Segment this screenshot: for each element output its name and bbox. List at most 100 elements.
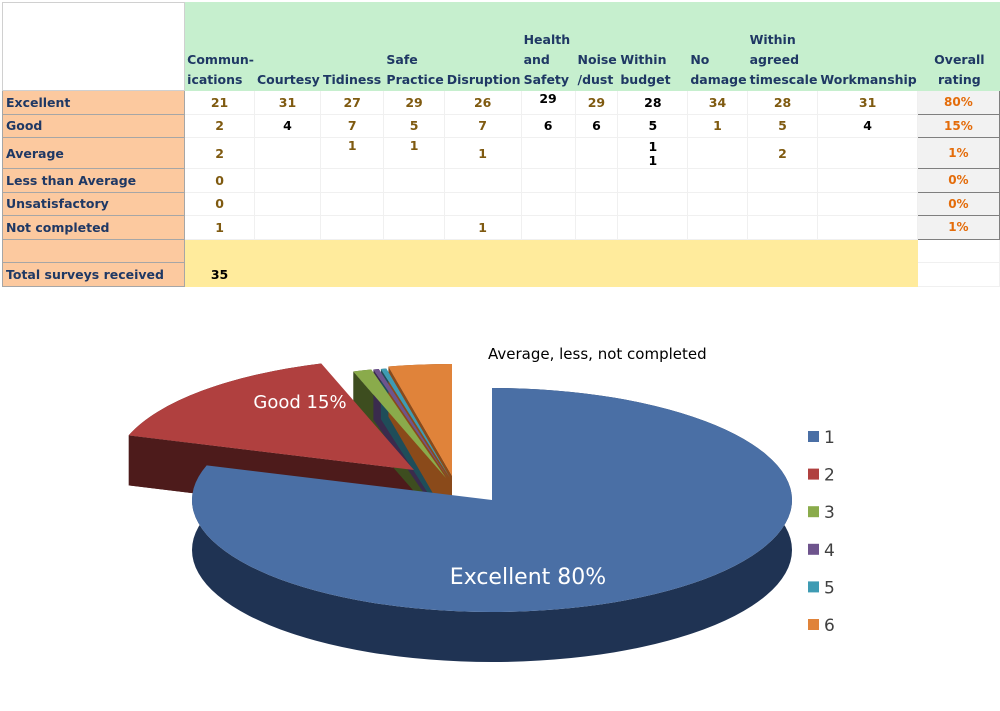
slice-good bbox=[128, 363, 414, 470]
fill-cell bbox=[253, 262, 918, 287]
table-cell: 1 bbox=[383, 137, 445, 169]
table-cell bbox=[617, 168, 689, 193]
legend-label: 4 bbox=[824, 541, 835, 561]
table-cell bbox=[443, 191, 522, 216]
overall-rating-cell: 1% bbox=[916, 137, 1000, 169]
table-cell: 0 bbox=[184, 168, 255, 193]
table-cell: 31 bbox=[253, 90, 321, 115]
table-cell bbox=[443, 168, 522, 193]
table-cell: 29 bbox=[574, 90, 619, 115]
cell-value-extra: 1 bbox=[648, 153, 658, 168]
total-label: Total surveys received bbox=[1, 262, 186, 287]
table-cell bbox=[253, 168, 321, 193]
col-header: Disruption bbox=[443, 2, 522, 91]
table-cell: 5 bbox=[746, 113, 819, 138]
table-cell: 21 bbox=[184, 90, 255, 115]
col-header: Workmanship bbox=[817, 2, 918, 91]
legend-swatch bbox=[808, 431, 819, 442]
table-cell: 29 bbox=[520, 90, 576, 115]
legend-label: 5 bbox=[824, 578, 835, 598]
slice-unsatisfactory bbox=[380, 368, 450, 478]
table-cell: 1 bbox=[687, 113, 748, 138]
table-cell: 4 bbox=[817, 113, 918, 138]
table-cell: 1 bbox=[184, 215, 255, 240]
table-cell: 7 bbox=[319, 113, 385, 138]
slice-average bbox=[353, 369, 446, 478]
table-cell: 26 bbox=[443, 90, 522, 115]
table-body: Excellent 21 31 27 29 26 29 29 28 34 28 31 80% Good 2 4… bbox=[1, 90, 1000, 287]
table-cell: 1 bbox=[443, 215, 522, 240]
table-cell bbox=[687, 168, 748, 193]
col-header: Commun-ications bbox=[184, 2, 255, 91]
table-cell bbox=[817, 137, 918, 169]
table-cell: 31 bbox=[817, 90, 918, 115]
col-header: Within budget bbox=[617, 2, 689, 91]
col-header: Tidiness bbox=[319, 2, 385, 91]
table-cell bbox=[383, 191, 445, 216]
table-row: Unsatisfactory 0 0% bbox=[1, 191, 1000, 216]
table-cell: 2 bbox=[746, 137, 819, 169]
cell-value: 1 bbox=[648, 139, 658, 154]
table-cell bbox=[574, 137, 619, 169]
col-header: Safe Practice bbox=[383, 2, 445, 91]
table-cell bbox=[574, 168, 619, 193]
legend-swatch bbox=[808, 543, 819, 555]
table-cell bbox=[746, 191, 819, 216]
table-cell bbox=[687, 137, 748, 169]
slice-not-completed bbox=[388, 364, 452, 476]
table-cell: 27 bbox=[319, 90, 385, 115]
col-header: No damage bbox=[687, 2, 748, 91]
table-cell bbox=[520, 215, 576, 240]
legend-swatch bbox=[808, 619, 819, 630]
table-cell: 0 bbox=[184, 191, 255, 216]
overall-rating-cell: 0% bbox=[916, 191, 1000, 216]
slice-excellent bbox=[191, 388, 792, 612]
table-cell bbox=[687, 215, 748, 240]
table-cell: 1 bbox=[443, 137, 522, 169]
total-value: 35 bbox=[184, 262, 255, 287]
legend-swatch bbox=[808, 581, 819, 593]
table-cell: 34 bbox=[687, 90, 748, 115]
table-cell bbox=[520, 137, 576, 169]
row-label: Average bbox=[1, 137, 186, 169]
row-label: Unsatisfactory bbox=[1, 191, 186, 216]
col-header: Health and Safety bbox=[520, 2, 576, 91]
table-cell bbox=[574, 215, 619, 240]
table-row: Less than Average 0 0% bbox=[1, 168, 1000, 193]
row-label bbox=[1, 238, 186, 263]
legend-label: 6 bbox=[824, 616, 835, 636]
table-row: Good 2 4 7 5 7 6 6 5 1 5 4 15% bbox=[1, 113, 1000, 138]
table-cell bbox=[817, 168, 918, 193]
legend-label: 2 bbox=[824, 466, 835, 486]
table-cell bbox=[574, 191, 619, 216]
row-label: Good bbox=[1, 113, 186, 138]
header-row: Commun-ications Courtesy Tidiness Safe P… bbox=[1, 2, 1000, 91]
col-header: Courtesy bbox=[253, 2, 321, 91]
table-cell: 6 bbox=[574, 113, 619, 138]
table-cell: 2 bbox=[184, 137, 255, 169]
legend-label: 3 bbox=[824, 503, 835, 523]
table-cell: 7 bbox=[443, 113, 522, 138]
table-cell bbox=[319, 215, 385, 240]
legend-label: 1 bbox=[824, 428, 835, 448]
table-cell bbox=[253, 191, 321, 216]
table-cell bbox=[617, 215, 689, 240]
table-row-blank bbox=[1, 238, 1000, 263]
blank-cell bbox=[916, 262, 1000, 287]
slice-label-good: Good 15% bbox=[253, 392, 346, 413]
table-cell bbox=[319, 191, 385, 216]
total-row: Total surveys received 35 bbox=[1, 262, 1000, 287]
overall-header: Overall rating bbox=[916, 2, 1000, 91]
table-cell bbox=[617, 191, 689, 216]
table-cell bbox=[383, 168, 445, 193]
table-cell bbox=[520, 168, 576, 193]
table-cell: 5 bbox=[617, 113, 689, 138]
row-label: Excellent bbox=[1, 90, 186, 115]
table-cell bbox=[687, 191, 748, 216]
table-cell: 6 bbox=[520, 113, 576, 138]
table-cell bbox=[817, 191, 918, 216]
table-cell: 28 bbox=[617, 90, 689, 115]
table-cell bbox=[746, 215, 819, 240]
blank-cell bbox=[916, 238, 1000, 263]
